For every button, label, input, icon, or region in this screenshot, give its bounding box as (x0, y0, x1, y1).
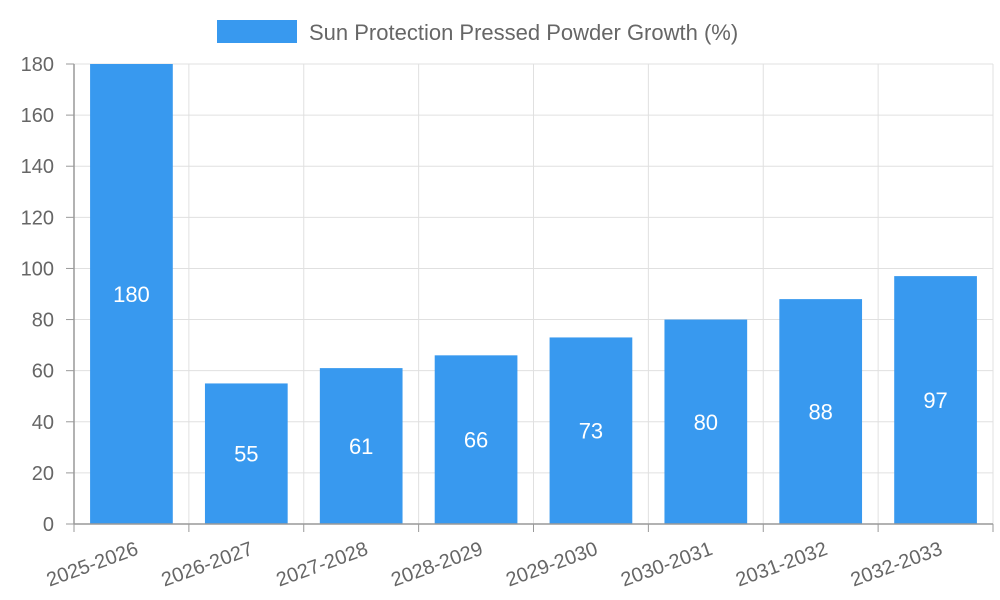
bar (894, 276, 977, 524)
legend-swatch (217, 20, 297, 43)
bar-data-label: 73 (579, 419, 603, 444)
legend-label: Sun Protection Pressed Powder Growth (%) (309, 20, 738, 45)
y-tick-label: 140 (21, 156, 54, 178)
y-tick-label: 60 (32, 361, 54, 383)
y-tick-label: 100 (21, 258, 54, 280)
bar-data-label: 88 (808, 400, 832, 425)
bar-data-label: 97 (923, 388, 947, 413)
x-tick-label: 2031-2032 (733, 538, 830, 591)
y-tick-label: 180 (21, 54, 54, 76)
y-axis-ticks: 0 20 40 60 80 100 120 140 160 180 (21, 54, 74, 536)
bar (90, 64, 173, 524)
bar (664, 319, 748, 524)
bar (434, 355, 518, 524)
bar-data-label: 55 (234, 442, 258, 467)
bar (319, 368, 403, 524)
y-tick-label: 0 (43, 514, 54, 536)
bar-data-label: 61 (349, 434, 373, 459)
bar (204, 383, 288, 524)
bar-data-label: 180 (113, 282, 150, 307)
bar-data-label: 66 (464, 428, 488, 453)
bar-data-label: 80 (694, 410, 718, 435)
y-tick-label: 120 (21, 207, 54, 229)
x-tick-label: 2030-2031 (618, 538, 715, 591)
x-tick-label: 2029-2030 (503, 538, 600, 591)
x-tick-label: 2026-2027 (159, 538, 256, 591)
x-tick-label: 2027-2028 (273, 538, 370, 591)
bar (779, 299, 863, 524)
x-tick-label: 2028-2029 (388, 538, 485, 591)
y-tick-label: 160 (21, 105, 54, 127)
bars (90, 64, 977, 524)
y-tick-label: 80 (32, 310, 54, 332)
x-tick-label: 2032-2033 (848, 538, 945, 591)
bar (549, 337, 633, 524)
legend: Sun Protection Pressed Powder Growth (%) (217, 20, 738, 45)
y-tick-label: 40 (32, 412, 54, 434)
x-axis-ticks: 2025-2026 2026-2027 2027-2028 2028-2029 2029… (44, 524, 994, 591)
y-tick-label: 20 (32, 463, 54, 485)
data-labels: 180 55 61 66 73 80 88 97 (113, 282, 948, 467)
x-tick-label: 2025-2026 (44, 538, 141, 591)
